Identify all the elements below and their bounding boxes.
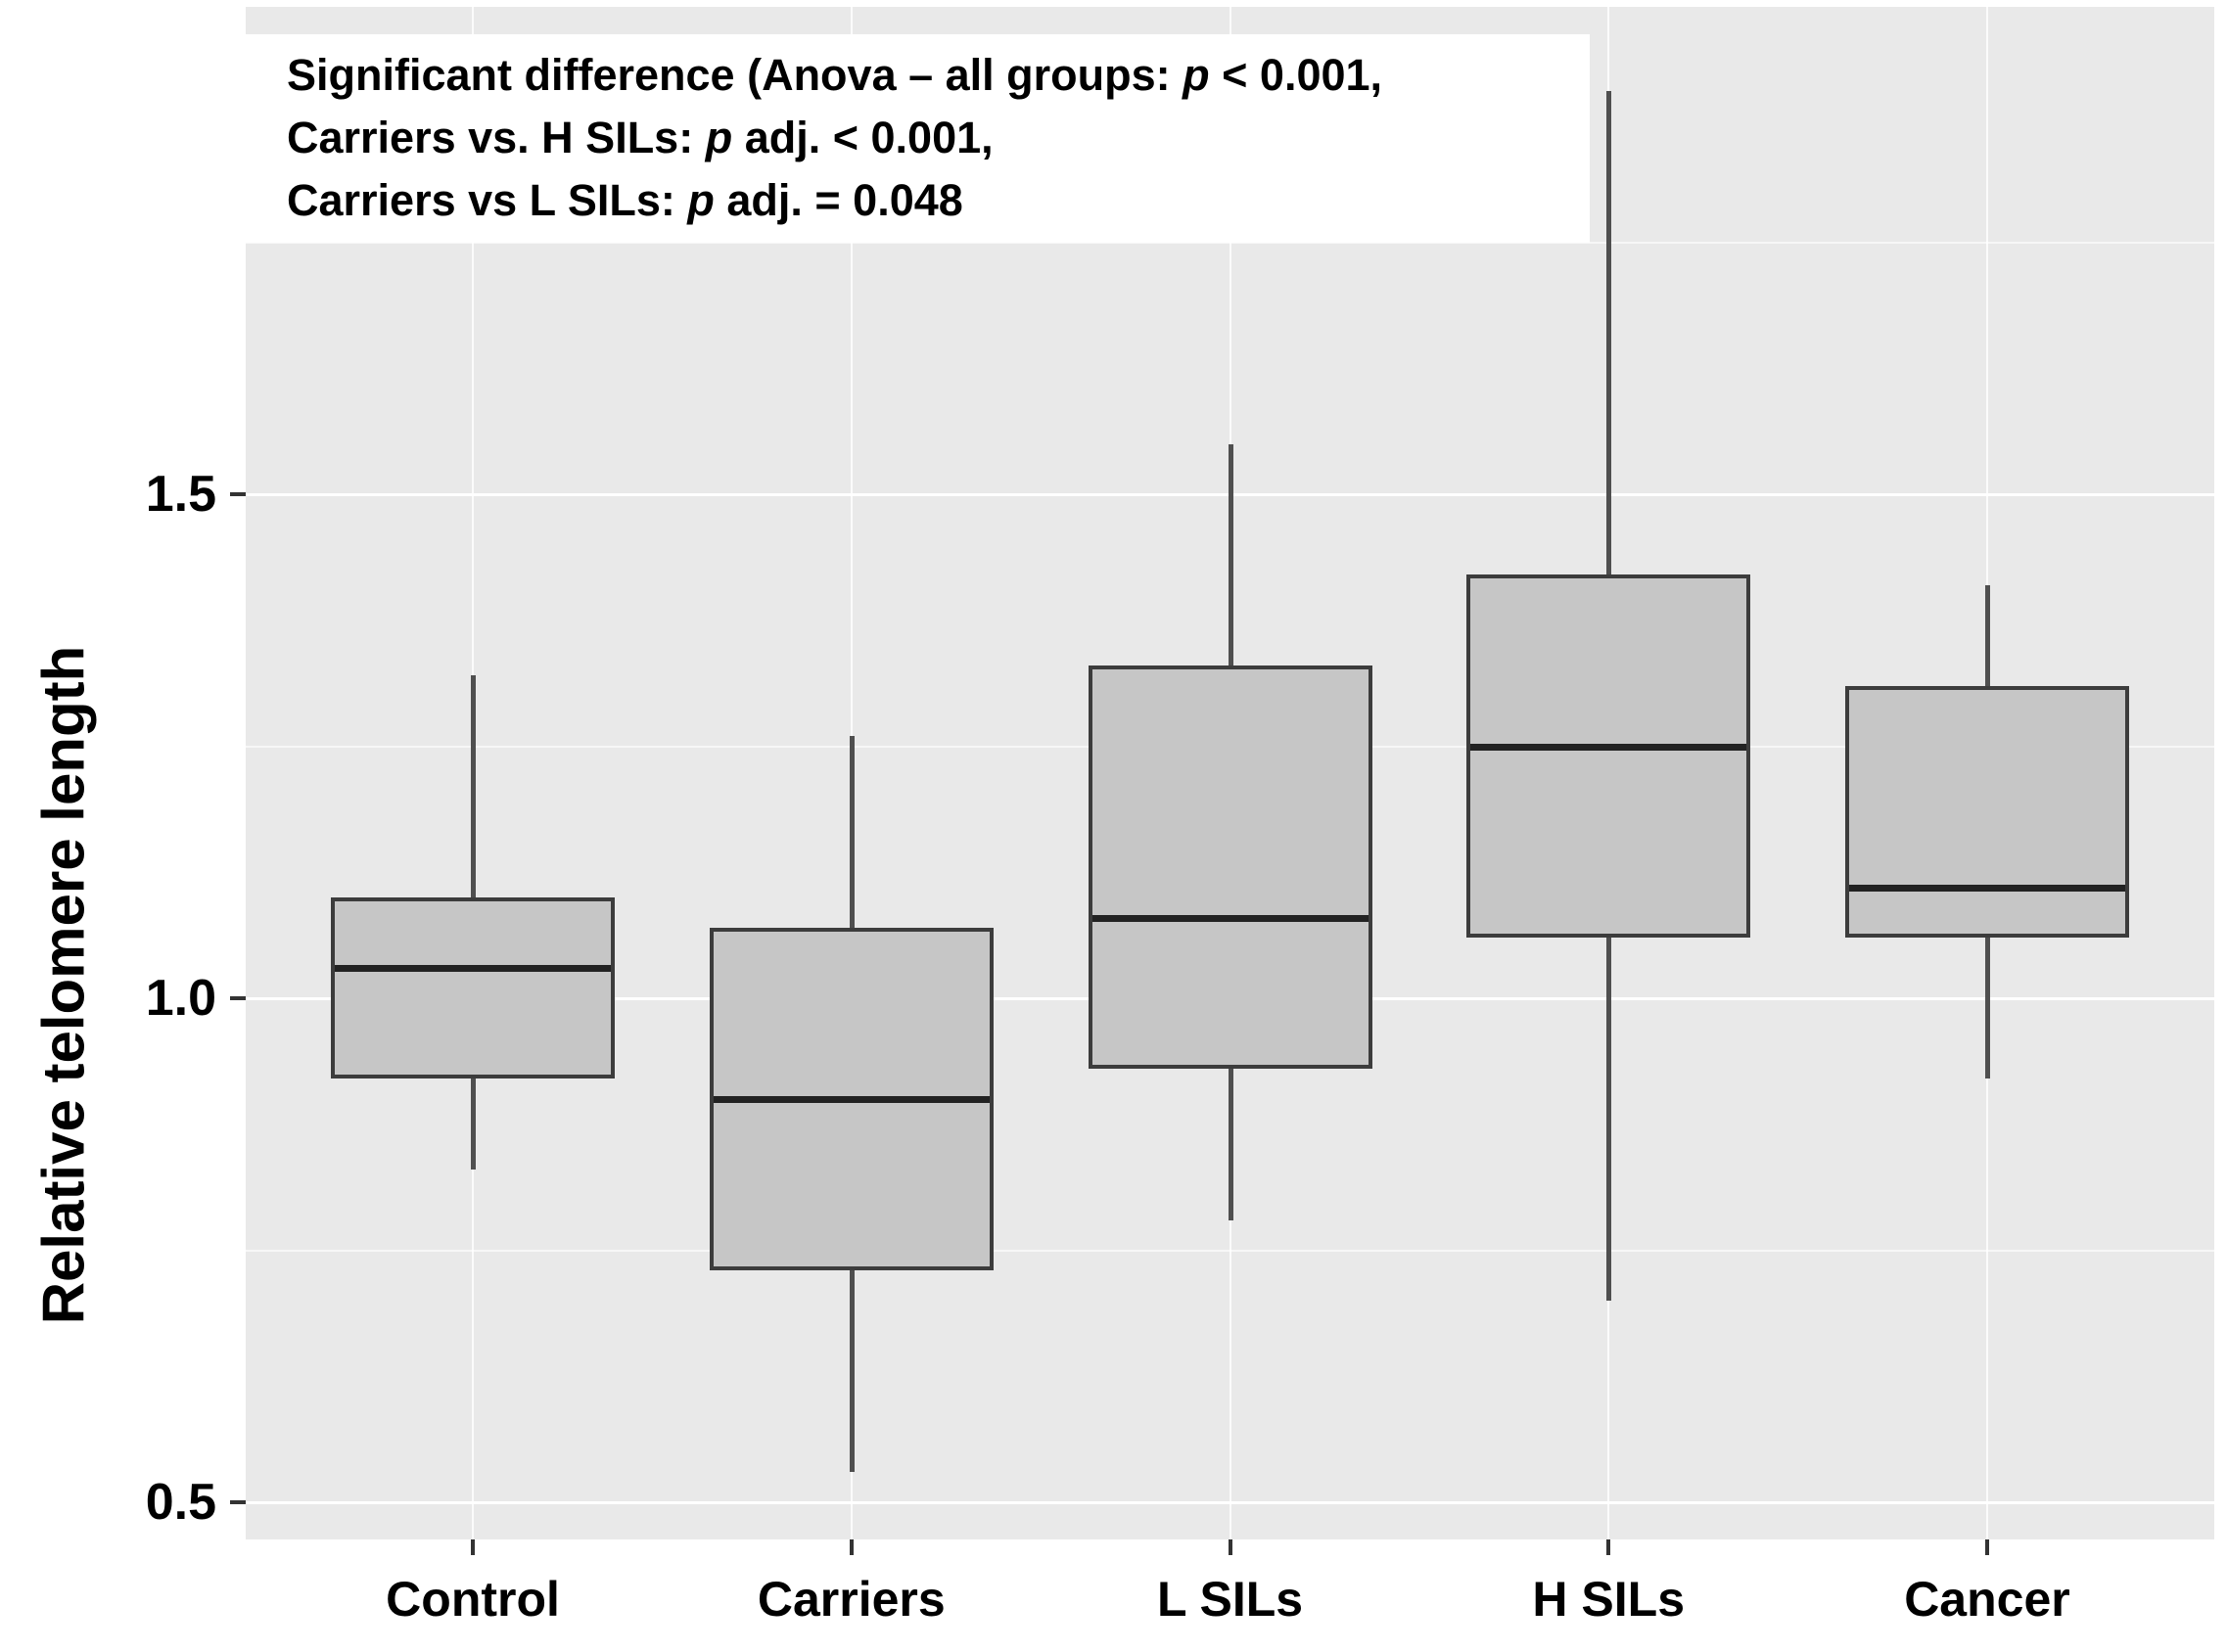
x-tick-mark bbox=[1606, 1539, 1611, 1555]
x-category-label-control: Control bbox=[386, 1572, 560, 1627]
annotation-line-1: Significant difference (Anova – all grou… bbox=[287, 44, 1590, 107]
y-tick-mark bbox=[230, 996, 246, 1000]
x-category-label-cancer: Cancer bbox=[1904, 1572, 2070, 1627]
lower-whisker-l-sils bbox=[1228, 1069, 1233, 1220]
x-tick-mark bbox=[1228, 1539, 1232, 1555]
upper-whisker-carriers bbox=[849, 736, 855, 928]
boxplot-box-l-sils bbox=[1088, 665, 1372, 1070]
upper-whisker-control bbox=[471, 675, 477, 897]
annotation-italic-p: p bbox=[705, 113, 733, 162]
annotation-text-segment: adj. < 0.001, bbox=[732, 113, 994, 162]
y-tick-label: 1.0 bbox=[145, 970, 216, 1027]
upper-whisker-h-sils bbox=[1606, 91, 1612, 575]
lower-whisker-carriers bbox=[849, 1270, 855, 1473]
median-line-h-sils bbox=[1470, 743, 1747, 751]
x-category-label-carriers: Carriers bbox=[757, 1572, 946, 1627]
lower-whisker-h-sils bbox=[1606, 938, 1612, 1301]
annotation-line-2: Carriers vs. H SILs: p adj. < 0.001, bbox=[287, 107, 1590, 169]
y-tick-label: 0.5 bbox=[145, 1474, 216, 1531]
annotation-box: Significant difference (Anova – all grou… bbox=[246, 34, 1590, 243]
x-category-label-l-sils: L SILs bbox=[1156, 1572, 1304, 1627]
annotation-text-segment: Carriers vs L SILs: bbox=[287, 175, 688, 225]
median-line-carriers bbox=[713, 1096, 990, 1103]
lower-whisker-cancer bbox=[1984, 938, 1990, 1079]
x-category-label-h-sils: H SILs bbox=[1532, 1572, 1686, 1627]
y-tick-label: 1.5 bbox=[145, 466, 216, 523]
annotation-text-segment: Significant difference (Anova – all grou… bbox=[287, 50, 1183, 100]
x-tick-mark bbox=[1984, 1539, 1989, 1555]
plot-panel bbox=[246, 7, 2214, 1539]
annotation-text-segment: < 0.001, bbox=[1209, 50, 1383, 100]
upper-whisker-l-sils bbox=[1228, 443, 1233, 666]
y-tick-mark bbox=[230, 1500, 246, 1504]
median-line-l-sils bbox=[1091, 914, 1369, 922]
annotation-italic-p: p bbox=[1183, 50, 1210, 100]
lower-whisker-control bbox=[471, 1078, 477, 1170]
boxplot-box-h-sils bbox=[1466, 574, 1751, 939]
median-line-control bbox=[335, 965, 612, 973]
boxplot-box-cancer bbox=[1844, 685, 2129, 939]
annotation-text-segment: Carriers vs. H SILs: bbox=[287, 113, 706, 162]
annotation-line-3: Carriers vs L SILs: p adj. = 0.048 bbox=[287, 169, 1590, 232]
annotation-text-segment: adj. = 0.048 bbox=[714, 175, 963, 225]
x-tick-mark bbox=[471, 1539, 476, 1555]
median-line-cancer bbox=[1848, 884, 2125, 892]
upper-whisker-cancer bbox=[1984, 584, 1990, 686]
x-tick-mark bbox=[849, 1539, 854, 1555]
y-tick-mark bbox=[230, 492, 246, 496]
boxplot-box-control bbox=[331, 897, 616, 1079]
annotation-italic-p: p bbox=[687, 175, 715, 225]
